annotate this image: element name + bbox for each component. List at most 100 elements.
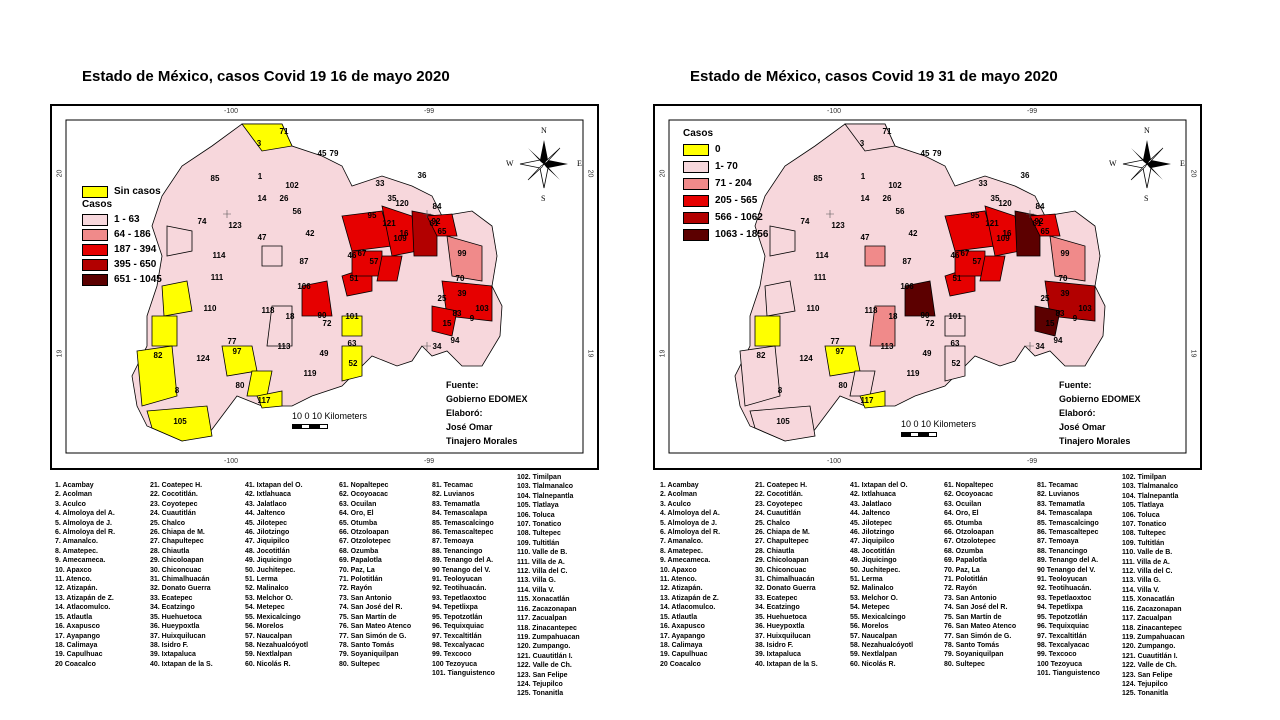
index-entry: 125. Tonanitla	[1122, 690, 1169, 698]
municipality-label: 65	[1041, 227, 1050, 236]
index-entry: 66. Otzoloapan	[944, 529, 994, 537]
index-entry: 116. Zacazonapan	[1122, 605, 1182, 613]
index-entry: 83. Temamatla	[1037, 500, 1085, 508]
municipality-label: 74	[198, 217, 207, 226]
municipality-7	[1034, 305, 1061, 337]
municipality-label: 101	[345, 312, 359, 321]
municipality-label: 106	[900, 282, 914, 291]
compass-n: N	[541, 126, 547, 135]
index-entry: 16. Axapusco	[55, 623, 100, 631]
index-entry: 89. Tenango del A.	[432, 557, 494, 565]
index-entry: 70. Paz, La	[339, 566, 375, 574]
index-entry: 5. Almoloya de J.	[55, 519, 112, 527]
right-legend: Casos 0 1- 70 71 - 204 205 - 565 566 - 1…	[683, 128, 768, 243]
legend-swatch	[82, 213, 108, 226]
legend-swatch	[82, 228, 108, 241]
municipality-label: 52	[349, 359, 358, 368]
index-entry: 8. Amatepec.	[660, 547, 703, 555]
index-entry: 92. Teotihuacán.	[1037, 585, 1092, 593]
index-entry: 83. Temamatla	[432, 500, 480, 508]
municipality-label: 123	[228, 221, 242, 230]
municipality-label: 90	[921, 311, 930, 320]
municipality-label: 16	[400, 229, 409, 238]
index-entry: 44. Jaltenco	[850, 510, 891, 518]
index-entry: 33. Ecatepec	[150, 594, 193, 602]
municipality-label: 101	[948, 312, 962, 321]
index-entry: 64. Oro, El	[339, 510, 374, 518]
index-entry: 95. Tepotzotlán	[432, 613, 483, 621]
index-entry: 9. Amecameca.	[55, 557, 106, 565]
index-entry: 82. Luvianos	[1037, 491, 1080, 499]
municipality-label: 49	[923, 349, 932, 358]
index-entry: 54. Metepec	[245, 604, 285, 612]
index-entry: 114. Villa V.	[517, 586, 555, 594]
left-map-title: Estado de México, casos Covid 19 16 de m…	[82, 68, 450, 85]
municipality-label: 45	[921, 149, 930, 158]
municipality-label: 97	[836, 347, 845, 356]
index-entry: 106. Toluca	[517, 511, 555, 519]
index-entry: 100 Tezoyuca	[432, 660, 478, 668]
compass-w: W	[1109, 159, 1117, 168]
legend-swatch	[683, 160, 709, 173]
municipality-label: 102	[285, 181, 299, 190]
index-entry: 57. Naucalpan	[245, 632, 293, 640]
index-entry: 38. Isidro F.	[150, 641, 189, 649]
municipality-label: 51	[953, 274, 962, 283]
index-entry: 41. Ixtapan del O.	[850, 482, 908, 489]
legend-swatch	[683, 177, 709, 190]
municipality-label: 123	[831, 221, 845, 230]
index-entry: 2. Acolman	[660, 491, 698, 499]
source-credits: Fuente: Gobierno EDOMEX Elaboró: José Om…	[446, 378, 528, 448]
index-entry: 94. Tepetlixpa	[432, 604, 478, 612]
index-entry: 2. Acolman	[55, 491, 93, 499]
legend-swatch	[82, 185, 108, 198]
tick-right-20: 20	[586, 169, 594, 178]
municipality-label: 99	[458, 249, 467, 258]
municipality-label: 34	[1036, 342, 1045, 351]
municipality-label: 82	[154, 351, 163, 360]
index-entry: 47. Jiquipilco	[850, 538, 895, 546]
municipality-label: 33	[979, 179, 988, 188]
index-entry: 85. Temascalcingo	[432, 519, 494, 527]
municipality-0	[241, 123, 293, 152]
municipality-label: 63	[951, 339, 960, 348]
index-entry: 10. Apaxco	[660, 566, 697, 574]
index-entry: 42. Ixtlahuaca	[850, 491, 896, 499]
municipality-label: 61	[430, 219, 439, 228]
index-entry: 35. Huehuetoca	[150, 613, 202, 621]
index-entry: 111. Villa de A.	[1122, 558, 1170, 566]
scale-bar: 10 0 10 Kilometers	[292, 411, 367, 429]
index-entry: 85. Temascalcingo	[1037, 519, 1099, 527]
municipality-label: 9	[470, 314, 475, 323]
municipality-label: 111	[814, 273, 827, 282]
index-entry: 80. Sultepec	[944, 660, 985, 668]
tick-bottom-99: -99	[1027, 458, 1038, 465]
index-entry: 55. Mexicalcingo	[850, 613, 906, 621]
source-line: Gobierno EDOMEX	[446, 394, 528, 404]
municipality-label: 110	[204, 304, 217, 313]
municipality-label: 71	[883, 127, 892, 136]
index-entry: 51. Lerma	[850, 576, 883, 584]
index-entry: 90 Tenango del V.	[1037, 566, 1096, 574]
legend-swatch	[82, 258, 108, 271]
index-entry: 30. Chiconcuac	[150, 566, 202, 574]
municipality-label: 72	[323, 319, 332, 328]
index-entry: 27. Chapultepec	[755, 538, 809, 546]
legend-label: 1 - 63	[114, 214, 140, 225]
legend-row-0: 0	[683, 141, 768, 158]
index-entry: 102. Timilpan	[517, 474, 562, 481]
map-neatline	[65, 119, 584, 454]
index-entry: 92. Teotihuacán.	[432, 585, 487, 593]
municipality-15	[739, 345, 781, 407]
municipality-label: 114	[816, 251, 829, 260]
index-entry: 55. Mexicalcingo	[245, 613, 301, 621]
index-entry: 20 Coacalco	[660, 660, 701, 668]
map-neatline	[668, 119, 1187, 454]
index-entry: 73. San Antonio	[944, 594, 997, 602]
municipality-label: 94	[451, 336, 460, 345]
index-entry: 43. Jalatlaco	[850, 500, 892, 508]
compass-rose: N S W E	[506, 126, 582, 203]
municipality-label: 97	[233, 347, 242, 356]
municipality-19	[146, 405, 213, 442]
source-line: Gobierno EDOMEX	[1059, 394, 1141, 404]
